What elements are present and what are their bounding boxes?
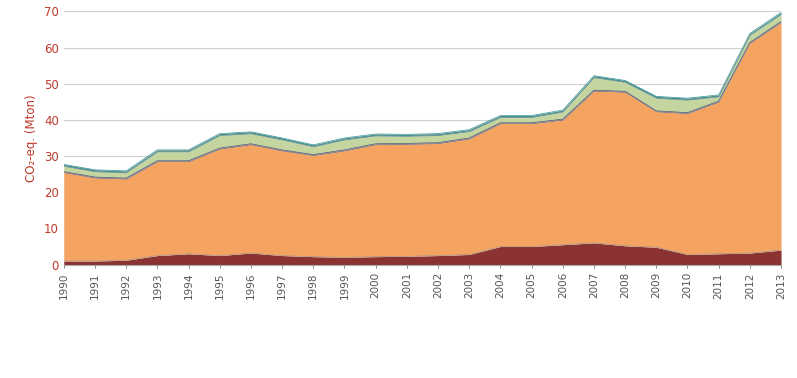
Legend: Civil aviation, Road transportation, Railways transportation, Navigation, Other: Civil aviation, Road transportation, Rai… [144,376,701,378]
Y-axis label: CO₂-eq. (Mton): CO₂-eq. (Mton) [26,94,38,182]
